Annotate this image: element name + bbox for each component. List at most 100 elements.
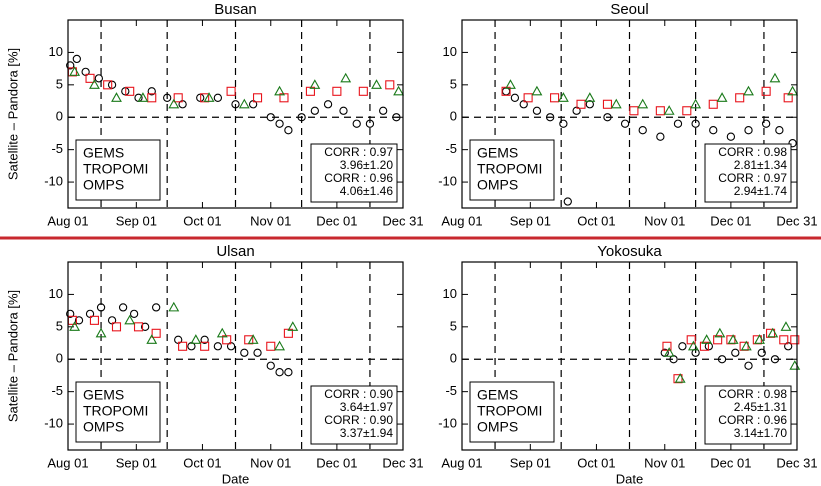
point bbox=[147, 93, 157, 103]
point bbox=[275, 368, 284, 377]
plot-frame bbox=[67, 261, 404, 451]
point bbox=[252, 93, 263, 103]
point bbox=[757, 348, 766, 357]
point bbox=[310, 106, 319, 115]
point bbox=[323, 100, 333, 109]
y-tick-label: 0 bbox=[450, 351, 457, 366]
y-tick-label: 5 bbox=[56, 318, 63, 333]
x-tick-label: Dec 31 bbox=[776, 455, 817, 470]
y-tick-label: 10 bbox=[49, 286, 63, 301]
legend-entry: TROPOMI bbox=[477, 161, 542, 177]
point bbox=[754, 334, 765, 344]
point bbox=[379, 106, 388, 115]
point bbox=[743, 85, 754, 96]
point bbox=[638, 126, 647, 135]
point bbox=[788, 139, 797, 148]
point bbox=[137, 92, 149, 102]
point bbox=[266, 113, 275, 122]
point bbox=[111, 322, 122, 332]
point bbox=[699, 341, 709, 351]
stats-text: CORR : 0.98 bbox=[718, 145, 787, 159]
stats-text: 4.06±1.46 bbox=[340, 184, 394, 198]
y-tick-label: -5 bbox=[51, 141, 63, 156]
x-axis-label: Date bbox=[616, 471, 643, 486]
point bbox=[200, 341, 210, 351]
point bbox=[266, 341, 276, 351]
point bbox=[602, 99, 613, 109]
point bbox=[789, 360, 801, 370]
legend-entry: GEMS bbox=[477, 145, 518, 161]
y-tick-label: -10 bbox=[438, 416, 457, 431]
point bbox=[168, 98, 180, 109]
point bbox=[779, 335, 789, 345]
legend-entry: OMPS bbox=[83, 177, 124, 193]
point bbox=[691, 119, 700, 128]
point bbox=[717, 355, 727, 364]
x-tick-label: Nov 01 bbox=[250, 455, 291, 470]
point bbox=[682, 106, 692, 116]
stats-text: 3.64±1.97 bbox=[340, 400, 394, 414]
legend-entry: GEMS bbox=[83, 387, 124, 403]
stats-box bbox=[310, 385, 398, 445]
point bbox=[133, 322, 144, 332]
point bbox=[66, 61, 75, 70]
point bbox=[678, 342, 687, 351]
point bbox=[787, 85, 799, 96]
point bbox=[780, 321, 792, 331]
panel-title: Seoul bbox=[610, 1, 648, 18]
legend-entry: TROPOMI bbox=[477, 403, 542, 419]
point bbox=[200, 335, 209, 344]
point bbox=[523, 93, 533, 103]
point bbox=[287, 321, 299, 331]
y-tick-label: 10 bbox=[49, 44, 63, 59]
point bbox=[690, 98, 702, 109]
point bbox=[111, 92, 122, 102]
x-tick-label: Oct 01 bbox=[577, 213, 615, 228]
point bbox=[708, 99, 718, 109]
point bbox=[726, 132, 736, 141]
point bbox=[238, 98, 250, 109]
stats-text: 3.96±1.20 bbox=[340, 158, 394, 172]
point bbox=[94, 74, 104, 83]
point bbox=[714, 327, 726, 338]
x-tick-label: Oct 01 bbox=[577, 455, 615, 470]
point bbox=[532, 106, 542, 115]
point bbox=[687, 340, 699, 351]
legend-entry: TROPOMI bbox=[83, 403, 148, 419]
point bbox=[284, 126, 293, 135]
point bbox=[510, 93, 520, 102]
point bbox=[385, 80, 395, 90]
point bbox=[735, 93, 745, 103]
legend-entry: TROPOMI bbox=[83, 161, 148, 177]
point bbox=[637, 98, 649, 109]
point bbox=[203, 92, 215, 102]
point bbox=[557, 92, 569, 102]
plot-frame bbox=[67, 19, 404, 209]
point bbox=[124, 314, 136, 325]
y-tick-label: -10 bbox=[438, 174, 457, 189]
point bbox=[163, 93, 172, 102]
stats-text: CORR : 0.96 bbox=[718, 413, 787, 427]
point bbox=[190, 334, 202, 344]
stats-text: CORR : 0.90 bbox=[324, 413, 393, 427]
legend-box bbox=[75, 381, 161, 443]
x-tick-label: Oct 01 bbox=[183, 455, 221, 470]
point bbox=[674, 373, 686, 383]
point bbox=[662, 341, 672, 351]
point bbox=[231, 100, 240, 109]
point bbox=[584, 92, 596, 102]
point bbox=[731, 348, 740, 357]
point bbox=[744, 126, 753, 135]
point bbox=[767, 327, 779, 338]
panel-title: Ulsan bbox=[216, 243, 254, 260]
point bbox=[213, 342, 223, 351]
x-tick-label: Aug 01 bbox=[47, 213, 88, 228]
point bbox=[146, 334, 158, 344]
point bbox=[266, 361, 275, 370]
legend-entry: GEMS bbox=[477, 387, 518, 403]
point bbox=[358, 86, 368, 96]
x-tick-label: Dec 01 bbox=[316, 455, 357, 470]
point bbox=[673, 119, 683, 128]
plot-frame bbox=[461, 261, 798, 451]
